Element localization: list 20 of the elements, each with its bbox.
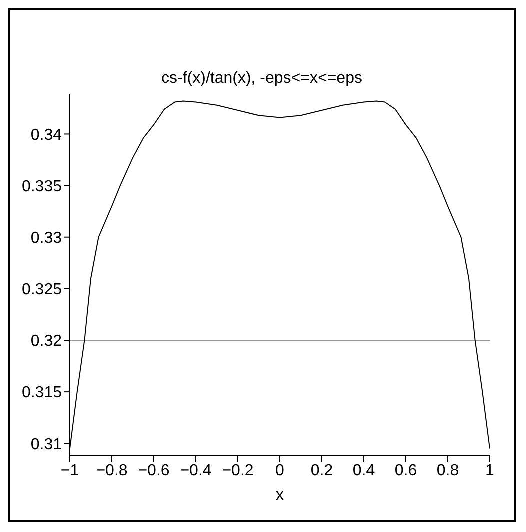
y-tick-label: 0.34 [30, 126, 62, 144]
x-tick-label: 0.6 [394, 462, 418, 480]
chart-title: cs-f(x)/tan(x), -eps<=x<=eps [160, 70, 364, 88]
y-tick-label: 0.315 [22, 384, 62, 402]
x-tick-label: −0.6 [138, 462, 170, 480]
x-tick-label: 0.4 [352, 462, 376, 480]
y-tick-label: 0.325 [22, 282, 62, 299]
x-tick-label: −0.4 [180, 462, 212, 480]
y-tick-label: 0.33 [30, 230, 62, 248]
x-tick-label: −1 [60, 462, 80, 480]
x-tick-label: 0.2 [310, 462, 334, 480]
x-tick-label: 0 [276, 462, 285, 480]
x-axis-title: x [276, 487, 284, 504]
x-tick-label: −0.8 [96, 462, 128, 480]
x-tick-label: −0.2 [222, 462, 254, 480]
y-tick-label: 0.32 [30, 333, 62, 350]
x-tick-label: 1 [486, 462, 495, 480]
x-tick-label: 0.8 [436, 462, 460, 480]
y-tick-label: 0.335 [22, 178, 62, 196]
y-tick-label: 0.31 [30, 436, 62, 454]
